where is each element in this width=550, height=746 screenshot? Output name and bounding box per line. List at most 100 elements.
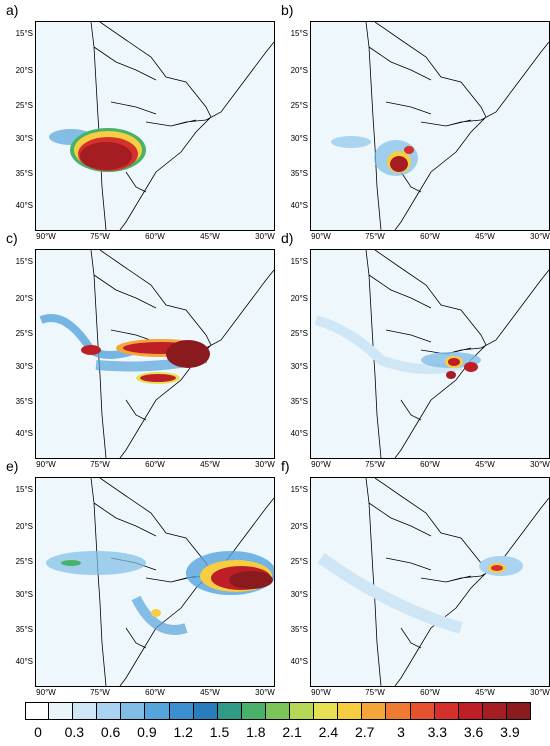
colorbar-label: 1.8 — [246, 724, 266, 740]
plume-layer — [317, 553, 523, 634]
colorbar-swatch — [362, 702, 387, 720]
lat-tick-label: 25°S — [290, 329, 308, 338]
colorbar-label: 2.7 — [354, 724, 375, 740]
colorbar-label: 0 — [34, 724, 42, 740]
lat-tick-label: 40°S — [290, 429, 308, 438]
lat-tick-label: 15°S — [15, 485, 33, 494]
lat-tick-label: 35°S — [290, 625, 308, 634]
lon-tick-label: 45°W — [200, 460, 220, 469]
lon-tick-label: 30°W — [530, 688, 550, 697]
lon-tick-label: 75°W — [90, 232, 110, 241]
lat-tick-label: 25°S — [15, 557, 33, 566]
colorbar-swatch — [386, 702, 411, 720]
lon-tick-label: 75°W — [365, 688, 385, 697]
map-canvas — [35, 477, 275, 687]
map-canvas — [310, 21, 550, 231]
lat-tick-label: 35°S — [15, 397, 33, 406]
lat-tick-label: 35°S — [290, 397, 308, 406]
colorbar-swatch — [241, 702, 266, 720]
colorbar-label: 0.6 — [100, 724, 121, 740]
lat-tick-label: 40°S — [290, 201, 308, 210]
map-canvas — [35, 21, 275, 231]
lon-tick-label: 30°W — [255, 460, 275, 469]
colorbar-swatch — [338, 702, 363, 720]
map-canvas — [310, 249, 550, 459]
lat-tick-label: 20°S — [15, 66, 33, 75]
lat-tick-label: 30°S — [290, 590, 308, 599]
colorbar-swatch — [290, 702, 315, 720]
plume-layer — [314, 315, 481, 379]
lon-tick-label: 90°W — [36, 460, 56, 469]
lon-tick-label: 90°W — [311, 688, 331, 697]
colorbar-swatch — [434, 702, 459, 720]
lon-tick-label: 30°W — [255, 688, 275, 697]
panel-d: d) 15°S 20°S 25°S 30°S 35°S 40°S 90°W 75°W 60°W 4… — [275, 228, 550, 469]
lat-tick-label: 30°S — [290, 134, 308, 143]
map-canvas — [35, 249, 275, 459]
colorbar-swatch — [410, 702, 435, 720]
lat-tick-label: 35°S — [15, 625, 33, 634]
lat-tick-label: 40°S — [15, 201, 33, 210]
colorbar-label: 3.6 — [463, 724, 484, 740]
colorbar-swatch — [49, 702, 74, 720]
panel-letter: e) — [6, 458, 19, 474]
lat-tick-label: 20°S — [290, 66, 308, 75]
lat-tick-label: 15°S — [15, 257, 33, 266]
colorbar-swatch — [458, 702, 483, 720]
lat-tick-label: 40°S — [15, 657, 33, 666]
colorbar-label: 3.9 — [500, 724, 520, 740]
lon-tick-label: 90°W — [36, 232, 56, 241]
lon-tick-label: 75°W — [365, 460, 385, 469]
lon-tick-label: 60°W — [420, 460, 440, 469]
lat-tick-label: 20°S — [15, 294, 33, 303]
colorbar-swatch — [506, 702, 531, 720]
lon-tick-label: 30°W — [530, 232, 550, 241]
colorbar-swatch — [73, 702, 98, 720]
colorbar-swatch — [25, 702, 50, 720]
colorbar-label: 3.3 — [427, 724, 448, 740]
lat-tick-label: 30°S — [15, 134, 33, 143]
lat-tick-label: 15°S — [15, 29, 33, 38]
lon-tick-label: 45°W — [200, 688, 220, 697]
lat-tick-label: 15°S — [290, 257, 308, 266]
coastline — [365, 478, 549, 686]
lon-tick-label: 60°W — [420, 232, 440, 241]
colorbar-swatch — [314, 702, 339, 720]
colorbar-label: 1.2 — [173, 724, 193, 740]
colorbar-label: 1.5 — [209, 724, 230, 740]
panel-a: a) 15°S 20°S 25°S 30°S 35°S 40°S 90°W 75°W 60°W 4… — [0, 0, 275, 241]
lat-tick-label: 40°S — [290, 657, 308, 666]
lat-tick-label: 30°S — [290, 362, 308, 371]
colorbar-swatch — [265, 702, 291, 720]
lon-tick-label: 75°W — [365, 232, 385, 241]
lat-tick-label: 30°S — [15, 362, 33, 371]
panel-e: e) 15°S 20°S 25°S 30°S 35°S 40°S 90°W 75°W 60°W 4… — [0, 456, 275, 697]
lon-tick-label: 45°W — [475, 460, 495, 469]
colorbar-swatch — [97, 702, 122, 720]
coastline — [365, 22, 549, 230]
lat-tick-label: 20°S — [15, 522, 33, 531]
plume-layer — [46, 551, 274, 635]
colorbar-label: 0.9 — [137, 724, 157, 740]
lon-tick-label: 60°W — [420, 688, 440, 697]
colorbar-swatch — [169, 702, 194, 720]
lat-tick-label: 40°S — [15, 429, 33, 438]
panel-letter: a) — [6, 2, 19, 18]
lat-tick-label: 30°S — [15, 590, 33, 599]
lon-tick-label: 75°W — [90, 460, 110, 469]
lon-tick-label: 60°W — [145, 460, 165, 469]
lat-tick-label: 15°S — [290, 485, 308, 494]
panel-c: c) 15°S 20°S 25°S 30°S 35°S 40°S 90°W 75°W 60°W 4… — [0, 228, 275, 469]
lon-tick-label: 60°W — [145, 232, 165, 241]
colorbar — [25, 702, 531, 722]
plume-layer — [39, 314, 210, 384]
panel-letter: f) — [281, 458, 290, 474]
lon-tick-label: 75°W — [90, 688, 110, 697]
panel-f: f) 15°S 20°S 25°S 30°S 35°S 40°S 90°W 75°W 60°W 4… — [275, 456, 550, 697]
panel-letter: b) — [281, 2, 294, 18]
lat-tick-label: 25°S — [290, 101, 308, 110]
colorbar-swatch — [193, 702, 218, 720]
colorbar-swatch — [217, 702, 242, 720]
plume-layer — [49, 128, 146, 172]
lat-tick-label: 35°S — [15, 169, 33, 178]
